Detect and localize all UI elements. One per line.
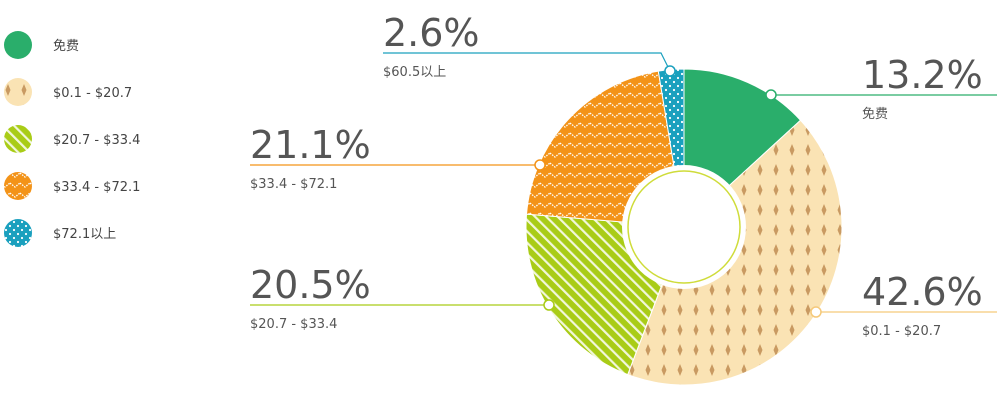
- legend: 免费 $0.1 - $20.7 $20.7 - $33.4 $33.4 - $72.1…: [4, 31, 140, 247]
- slice-percent-3: 21.1%: [250, 123, 371, 167]
- callout-marker-0: [765, 89, 777, 101]
- center-fill: [622, 165, 746, 289]
- slice-category-4: $60.5以上: [383, 65, 446, 80]
- slice-category-3: $33.4 - $72.1: [250, 177, 337, 192]
- slice-labels: 13.2% 免费 42.6% $0.1 - $20.7 20.5% $20.7 - $33…: [250, 11, 997, 339]
- callout-line-4: [383, 52, 671, 72]
- legend-swatch-0: [4, 31, 32, 59]
- slice-percent-1: 42.6%: [862, 270, 983, 314]
- slice-percent-0: 13.2%: [862, 53, 983, 97]
- legend-label-0: 免费: [53, 39, 79, 54]
- donut-center: [622, 165, 746, 289]
- legend-label-4: $72.1以上: [53, 227, 116, 242]
- slice-percent-4: 2.6%: [383, 11, 480, 55]
- slice-category-0: 免费: [862, 107, 888, 122]
- callout-marker-1: [810, 306, 822, 318]
- legend-swatch-2: [4, 125, 32, 153]
- callout-marker-3: [534, 159, 546, 171]
- legend-label-3: $33.4 - $72.1: [53, 180, 140, 195]
- callout-marker-4: [664, 65, 676, 77]
- legend-swatch-1: [4, 78, 32, 106]
- center-ring: [627, 170, 741, 284]
- slice-category-1: $0.1 - $20.7: [862, 324, 941, 339]
- slice-percent-2: 20.5%: [250, 263, 371, 307]
- slice-category-2: $20.7 - $33.4: [250, 317, 337, 332]
- legend-label-1: $0.1 - $20.7: [53, 86, 132, 101]
- callout-marker-2: [543, 299, 555, 311]
- legend-label-2: $20.7 - $33.4: [53, 133, 140, 148]
- legend-swatch-3: [4, 172, 32, 200]
- legend-swatch-4: [4, 219, 32, 247]
